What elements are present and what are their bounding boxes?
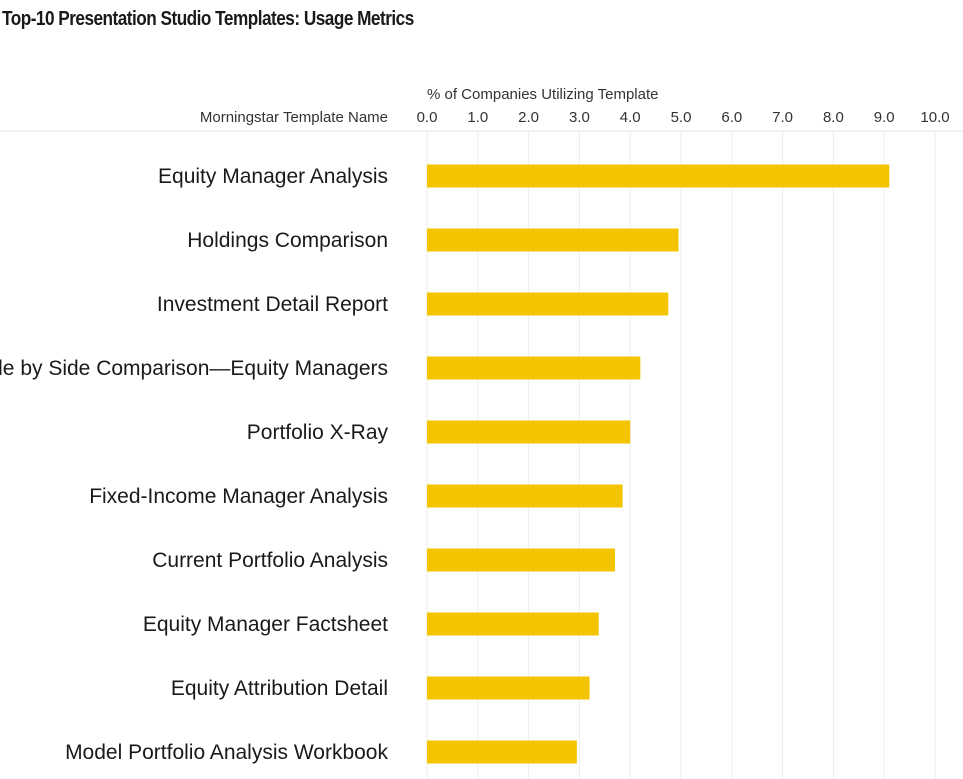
- category-label: Portfolio X-Ray: [247, 421, 389, 444]
- bar: [427, 292, 669, 316]
- x-tick-label: 0.0: [417, 109, 438, 126]
- x-tick-labels: 0.0 1.0 2.0 3.0 4.0 5.0 6.0 7.0 8.0 9.0 10.0: [417, 109, 950, 126]
- x-tick-label: 8.0: [823, 109, 844, 126]
- y-axis-label: Morningstar Template Name: [200, 109, 388, 126]
- category-label: Equity Manager Analysis: [158, 165, 388, 188]
- x-tick-label: 2.0: [518, 109, 539, 126]
- x-tick-label: 10.0: [920, 109, 949, 126]
- bar: [427, 164, 890, 188]
- x-tick-label: 7.0: [772, 109, 793, 126]
- chart-title: Top-10 Presentation Studio Templates: Us…: [2, 8, 414, 30]
- bar: [427, 740, 577, 764]
- category-label: Equity Attribution Detail: [171, 677, 388, 700]
- x-tick-label: 4.0: [620, 109, 641, 126]
- bar: [427, 356, 641, 380]
- x-tick-label: 3.0: [569, 109, 590, 126]
- bar: [427, 548, 615, 572]
- x-tick-label: 9.0: [874, 109, 895, 126]
- category-label: Fixed-Income Manager Analysis: [89, 485, 388, 508]
- category-label: Model Portfolio Analysis Workbook: [65, 741, 388, 764]
- category-label: Current Portfolio Analysis: [152, 549, 388, 572]
- category-label: Side by Side Comparison—Equity Managers: [0, 357, 388, 380]
- category-label: Equity Manager Factsheet: [143, 613, 388, 636]
- bar: [427, 228, 679, 252]
- category-label: Investment Detail Report: [157, 293, 388, 316]
- x-axis-label: % of Companies Utilizing Template: [427, 86, 659, 103]
- x-tick-label: 6.0: [721, 109, 742, 126]
- bar: [427, 676, 590, 700]
- x-tick-label: 1.0: [467, 109, 488, 126]
- category-label: Holdings Comparison: [187, 229, 388, 252]
- x-tick-label: 5.0: [671, 109, 692, 126]
- gridlines: [426, 131, 936, 779]
- bars: [427, 164, 890, 764]
- bar: [427, 484, 623, 508]
- bar: [427, 420, 631, 444]
- category-labels: Equity Manager Analysis Holdings Comparis…: [0, 165, 388, 764]
- bar: [427, 612, 599, 636]
